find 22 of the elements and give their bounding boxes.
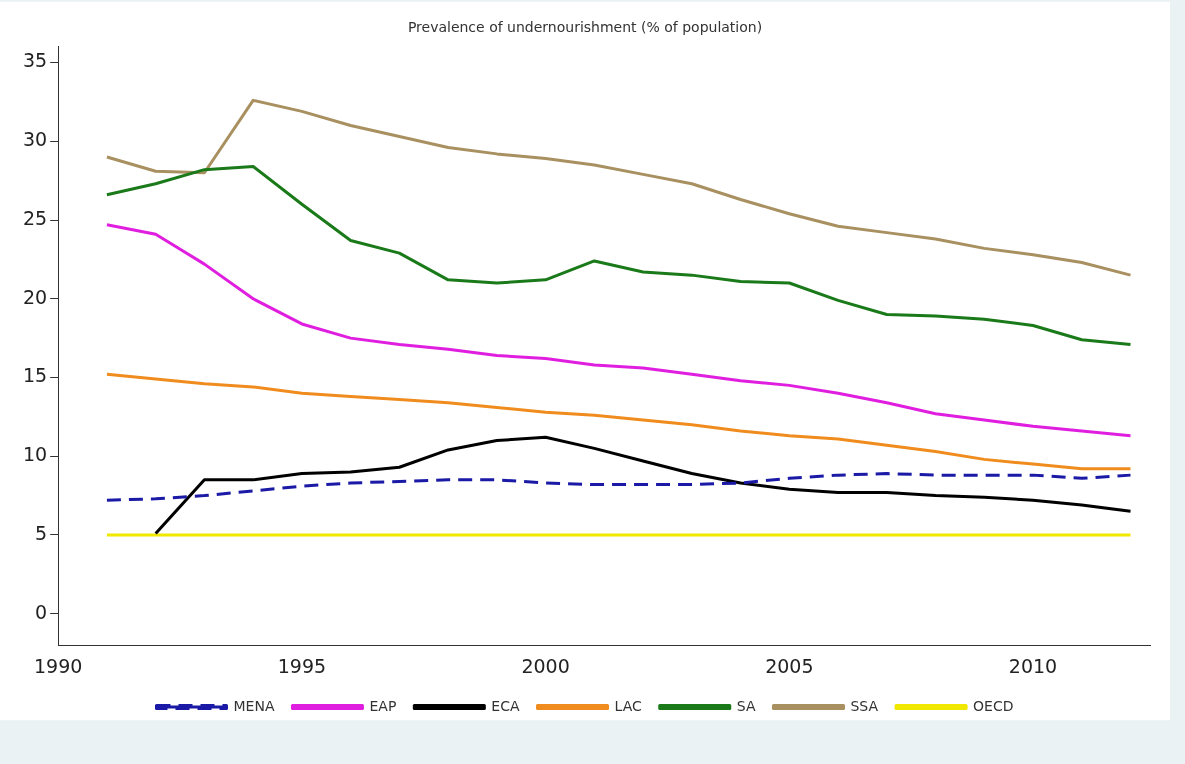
chart-title: Prevalence of undernourishment (% of population) bbox=[407, 19, 763, 36]
legend-label: LAC bbox=[614, 697, 642, 714]
x-tick-label: 1990 bbox=[34, 654, 83, 677]
x-tick-label: 2000 bbox=[521, 654, 570, 677]
legend-label: EAP bbox=[369, 697, 397, 714]
x-tick-label: 2010 bbox=[1008, 654, 1058, 677]
x-tick-label: 2005 bbox=[765, 654, 814, 677]
legend-label: SSA bbox=[850, 697, 879, 714]
y-tick-label: 35 bbox=[22, 49, 48, 72]
y-tick-label: 30 bbox=[22, 128, 48, 151]
y-tick-label: 0 bbox=[35, 600, 48, 623]
legend-label: SA bbox=[736, 697, 756, 714]
y-tick-label: 5 bbox=[35, 521, 48, 544]
legend-label: OECD bbox=[973, 697, 1014, 714]
y-tick-label: 20 bbox=[22, 285, 48, 308]
line-series bbox=[105, 472, 1132, 502]
legend-label: MENA bbox=[233, 697, 275, 714]
y-tick-label: 15 bbox=[22, 364, 48, 387]
y-tick-label: 10 bbox=[22, 443, 48, 466]
y-tick-label: 25 bbox=[22, 206, 48, 229]
legend-label: ECA bbox=[491, 697, 520, 714]
x-tick-label: 1995 bbox=[277, 654, 327, 677]
